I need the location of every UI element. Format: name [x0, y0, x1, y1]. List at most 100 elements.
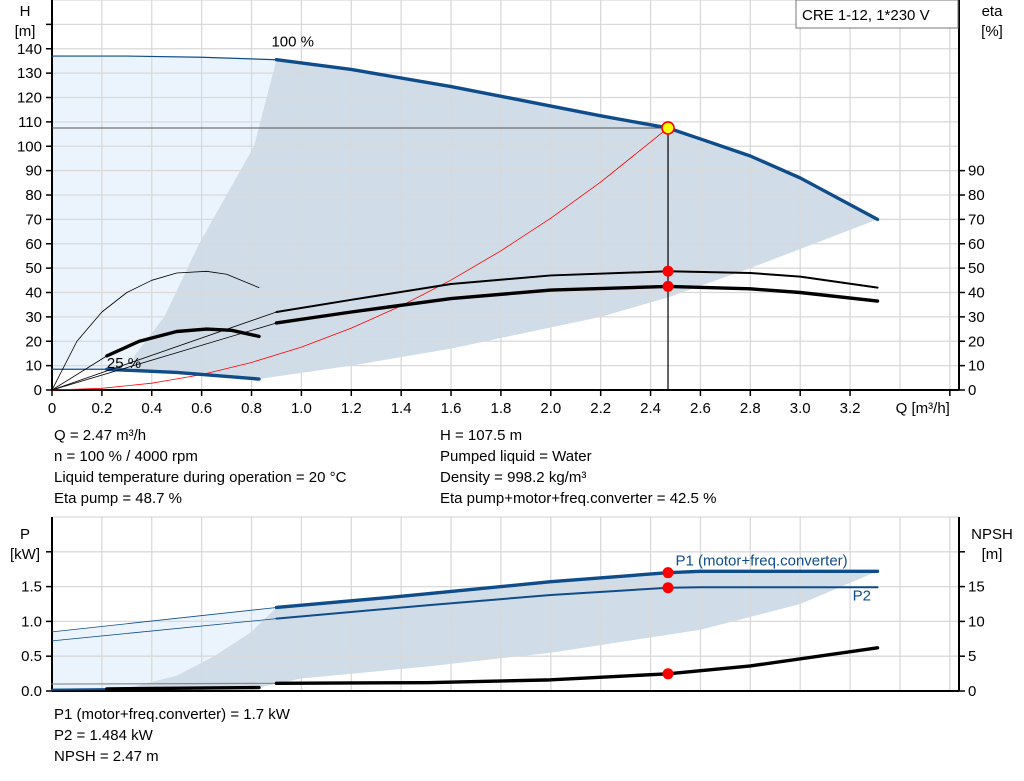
x-tick-label: 3.0	[790, 400, 811, 417]
curve-eta-pump-100-ext	[51, 311, 277, 391]
y-left-tick-label: 130	[17, 65, 42, 82]
power-range	[126, 571, 878, 689]
y-right-tick-label: 80	[968, 187, 985, 204]
y-right-tick-label: 10	[968, 613, 985, 630]
y-left-tick-label: 140	[17, 41, 42, 58]
x-tick-label: 0	[48, 400, 56, 417]
x-tick-label: 0.6	[191, 400, 212, 417]
head-efficiency-chart: 0 10 20 30 40 50 60 70 80 90 100 110 120 130 140 0 10 20 3…	[15, 0, 1004, 417]
info-density: Density = 998.2 kg/m³	[440, 469, 587, 486]
operating-point-marker	[662, 582, 674, 594]
x-tick-label: 1.0	[291, 400, 312, 417]
y-left-tick-label: 70	[25, 211, 42, 228]
curve-npsh	[274, 646, 880, 686]
x-tick-label: 2.8	[740, 400, 761, 417]
model-title-box: CRE 1-12, 1*230 V	[795, 0, 959, 29]
y-left-unit: [m]	[15, 23, 36, 40]
x-tick-label: 1.8	[490, 400, 511, 417]
curve-npsh-25	[105, 685, 261, 691]
y-left-tick-label: 1.5	[21, 579, 42, 596]
curve-npsh-ext	[51, 682, 278, 685]
y-left-tick-label: 30	[25, 309, 42, 326]
duty-info-right: H = 107.5 m Pumped liquid = Water Densit…	[440, 425, 716, 509]
y-right-tick-label: 15	[968, 579, 985, 596]
y-right-tick-label: 60	[968, 236, 985, 253]
power-info: P1 (motor+freq.converter) = 1.7 kW P2 = …	[54, 704, 290, 767]
y-left-tick-label: 110	[18, 114, 42, 131]
y-right-tick-label: 50	[968, 260, 985, 277]
duty-point-marker	[661, 121, 675, 135]
curve-eta-total-100-ext	[51, 322, 277, 391]
y-right-tick-label: 30	[968, 309, 985, 326]
info-temperature: Liquid temperature during operation = 20…	[54, 469, 347, 486]
x-tick-label: 0.8	[241, 400, 262, 417]
y-left-unit: [kW]	[10, 546, 40, 563]
curve-p1-ext	[51, 607, 277, 633]
curve-label: 25 %	[107, 355, 141, 372]
y-left-tick-label: 100	[17, 138, 42, 155]
info-npsh: NPSH = 2.47 m	[54, 748, 159, 765]
info-p2: P2 = 1.484 kW	[54, 727, 153, 744]
curve-head-25	[105, 367, 261, 381]
x-tick-label: 2.4	[640, 400, 661, 417]
curve-label: 100 %	[271, 33, 314, 50]
curve-eta-total-25-ext	[51, 355, 108, 391]
y-left-tick-label: 0.5	[21, 648, 42, 665]
y-left-tick-label: 120	[17, 90, 42, 107]
info-eta-pump: Eta pump = 48.7 %	[54, 490, 182, 507]
x-tick-label: 2.2	[590, 400, 611, 417]
y-right-unit: [m]	[982, 546, 1003, 563]
x-axis-title: Q [m³/h]	[896, 400, 950, 417]
y-right-tick-label: 0	[968, 683, 976, 700]
y-left-tick-label: 20	[25, 333, 42, 350]
y-right-tick-label: 70	[968, 211, 985, 228]
operating-point-marker	[662, 567, 674, 579]
y-left-tick-label: 0.0	[21, 683, 42, 700]
y-left-title: H	[20, 3, 31, 20]
curve-p2	[275, 586, 879, 620]
y-left-tick-label: 10	[25, 358, 42, 375]
curve-label: P2	[853, 588, 871, 605]
y-right-tick-label: 90	[968, 163, 985, 180]
y-right-tick-label: 10	[968, 358, 985, 375]
y-left-tick-label: 90	[25, 163, 42, 180]
curve-eta-total-25	[105, 327, 261, 358]
power-npsh-chart: 0.0 0.5 1.0 1.5 0 5 10 15 P [kW] NPSH [m] P1 (motor+…	[10, 516, 1013, 700]
x-tick-label: 0.2	[91, 400, 112, 417]
curve-head-100-ext	[51, 55, 278, 61]
x-tick-label: 1.4	[391, 400, 412, 417]
x-tick-label: 3.2	[840, 400, 861, 417]
y-left-tick-label: 50	[25, 260, 42, 277]
y-left-tick-label: 80	[25, 187, 42, 204]
duty-info-left: Q = 2.47 m³/h n = 100 % / 4000 rpm Liqui…	[54, 425, 346, 509]
y-right-tick-label: 0	[968, 382, 976, 399]
info-p1: P1 (motor+freq.converter) = 1.7 kW	[54, 706, 290, 723]
operating-point-marker	[662, 668, 674, 680]
x-tick-label: 2.6	[690, 400, 711, 417]
curve-p2-ext	[51, 618, 277, 642]
info-liquid: Pumped liquid = Water	[440, 448, 592, 465]
operating-point-marker	[662, 265, 674, 277]
curve-eta-pump-100	[275, 270, 879, 313]
model-title: CRE 1-12, 1*230 V	[802, 7, 930, 24]
x-tick-label: 0.4	[141, 400, 162, 417]
info-speed: n = 100 % / 4000 rpm	[54, 448, 198, 465]
curve-system-curve	[51, 127, 669, 391]
x-tick-label: 1.6	[441, 400, 462, 417]
y-right-title: eta	[982, 3, 1004, 20]
y-right-tick-label: 20	[968, 333, 985, 350]
y-left-tick-label: 0	[34, 382, 42, 399]
y-left-title: P	[20, 526, 30, 543]
x-tick-label: 1.2	[341, 400, 362, 417]
y-right-tick-label: 5	[968, 648, 976, 665]
curve-head-100	[274, 58, 880, 222]
curve-eta-pump-25	[51, 270, 260, 391]
curve-eta-total-100	[274, 284, 880, 325]
y-right-unit: [%]	[981, 23, 1003, 40]
operating-point-marker	[662, 280, 674, 292]
info-eta-total: Eta pump+motor+freq.converter = 42.5 %	[440, 490, 717, 507]
y-left-tick-label: 40	[25, 285, 42, 302]
curve-label: P1 (motor+freq.converter)	[676, 553, 848, 570]
info-head: H = 107.5 m	[440, 427, 523, 444]
